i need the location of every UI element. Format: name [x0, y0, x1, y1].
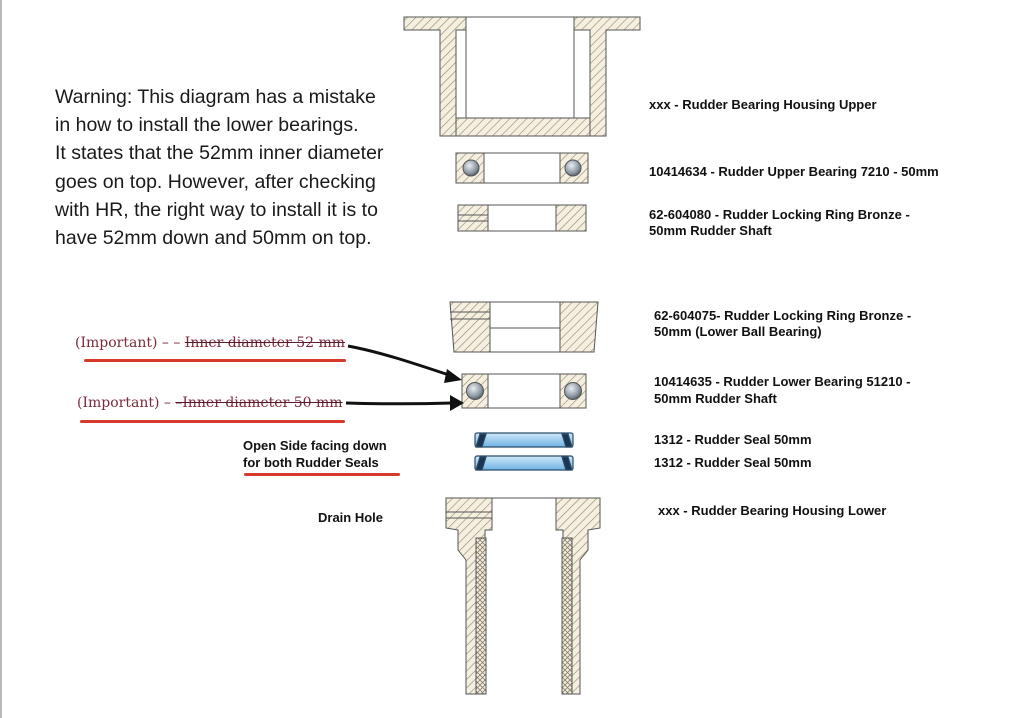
label-lower-bearing-line2: 50mm Rudder Shaft — [654, 391, 777, 406]
label-locking-ring-2-line1: 62-604075- Rudder Locking Ring Bronze - — [654, 308, 912, 323]
warning-line: have 52mm down and 50mm on top. — [55, 227, 372, 250]
warning-line: It states that the 52mm inner diameter — [55, 142, 384, 165]
important-dash: – – — [161, 335, 181, 351]
seal-note-line2: for both Rudder Seals — [243, 455, 379, 470]
warning-line: Warning: This diagram has a mistake — [55, 86, 376, 108]
lower-bearing — [461, 373, 587, 409]
label-seal-2: 1312 - Rudder Seal 50mm — [654, 455, 812, 470]
drain-hole-label: Drain Hole — [318, 510, 384, 525]
label-housing-lower: xxx - Rudder Bearing Housing Lower — [658, 503, 887, 518]
inner-diameter-50-text: –Inner diameter 50 mm — [175, 395, 343, 411]
arrow-inner-diameter-50 — [345, 395, 464, 411]
page-edge — [0, 0, 2, 718]
important-dash: – — [163, 395, 171, 411]
locking-ring-lower — [449, 301, 599, 353]
important-note-50mm: (Important) – –Inner diameter 50 mm — [77, 395, 343, 411]
upper-bearing — [455, 152, 589, 184]
label-locking-ring-2-line2: 50mm (Lower Ball Bearing) — [654, 324, 822, 339]
important-prefix: (Important) — [75, 335, 158, 351]
seal-note-line1: Open Side facing down — [243, 438, 387, 453]
upper-housing — [403, 16, 641, 137]
red-underline-50 — [80, 420, 345, 423]
inner-diameter-52-text: Inner diameter 52 mm — [184, 335, 346, 351]
lower-housing — [445, 497, 601, 695]
label-lower-bearing-line1: 10414635 - Rudder Lower Bearing 51210 - — [654, 374, 911, 389]
label-locking-ring-1-line1: 62-604080 - Rudder Locking Ring Bronze - — [649, 207, 910, 222]
label-seal-1: 1312 - Rudder Seal 50mm — [654, 432, 812, 447]
warning-line: in how to install the lower bearings. — [55, 114, 359, 137]
red-underline-seal-note — [244, 473, 400, 476]
important-note-52mm: (Important) – – Inner diameter 52 mm — [75, 335, 345, 351]
important-prefix: (Important) — [77, 395, 160, 411]
locking-ring-upper — [457, 204, 587, 232]
rudder-seal-1 — [474, 432, 574, 448]
label-locking-ring-1-line2: 50mm Rudder Shaft — [649, 223, 772, 238]
arrow-inner-diameter-52 — [347, 344, 462, 383]
warning-note: Warning: This diagram has a mistake in h… — [55, 83, 425, 252]
warning-line: goes on top. However, after checking — [55, 170, 376, 193]
label-upper-bearing: 10414634 - Rudder Upper Bearing 7210 - 5… — [649, 164, 939, 179]
warning-line: with HR, the right way to install it is … — [55, 198, 378, 221]
rudder-seal-2 — [474, 455, 574, 471]
red-underline-52 — [84, 359, 346, 362]
label-housing-upper: xxx - Rudder Bearing Housing Upper — [649, 97, 877, 112]
